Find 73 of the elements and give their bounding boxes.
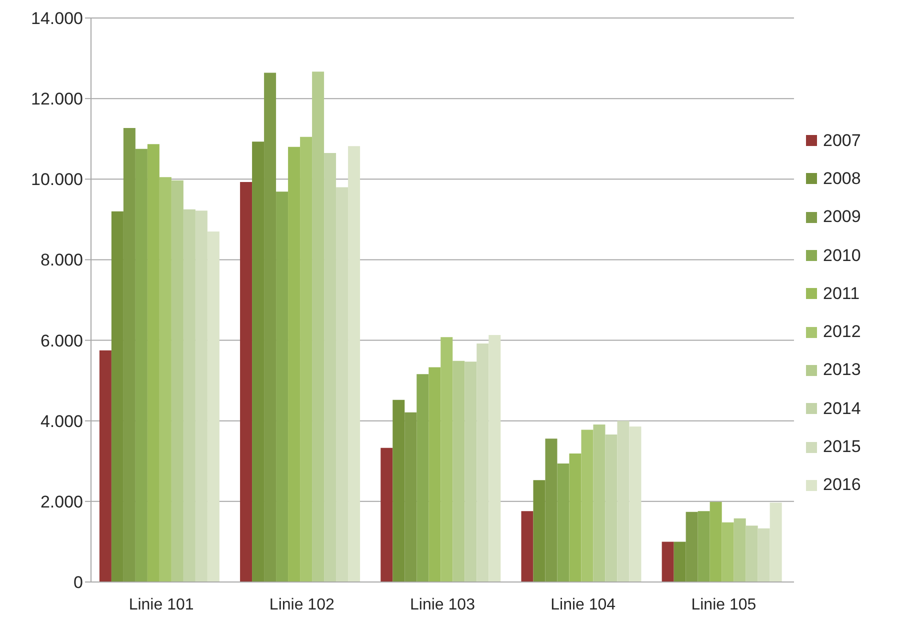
bar (135, 148, 148, 582)
bar (581, 430, 594, 582)
bar (324, 152, 336, 582)
y-tick-label: 14.000 (31, 9, 83, 28)
legend-label: 2015 (823, 437, 861, 458)
x-tick-label: Linie 104 (550, 596, 616, 614)
bar (392, 400, 405, 582)
bar (404, 412, 417, 582)
y-tick-label: 0 (74, 573, 83, 592)
bar (698, 511, 710, 582)
bar (770, 502, 782, 582)
bar (252, 142, 264, 582)
bar (264, 72, 276, 582)
bar (171, 180, 184, 582)
bar (629, 426, 642, 582)
bar (336, 187, 348, 582)
bar (605, 434, 618, 582)
y-tick-label: 8.000 (40, 250, 83, 270)
legend-label: 2014 (823, 398, 861, 419)
x-tick-label: Linie 103 (410, 596, 476, 614)
legend-label: 2012 (823, 322, 861, 342)
bar (300, 136, 312, 582)
y-tick-label: 4.000 (40, 412, 83, 431)
bar (569, 453, 582, 582)
legend-label: 2007 (823, 130, 861, 151)
y-tick-label: 6.000 (40, 331, 83, 350)
bar (348, 146, 360, 582)
bar (288, 146, 300, 582)
legend-label: 2011 (823, 284, 860, 304)
bar (111, 211, 124, 582)
bar (147, 144, 160, 582)
bar (545, 438, 558, 582)
bar (276, 192, 288, 582)
bar (428, 367, 441, 582)
bar (416, 374, 429, 582)
x-tick-label: Linie 102 (269, 596, 334, 614)
bar (758, 528, 770, 582)
bar (195, 210, 208, 582)
bar (746, 526, 758, 582)
bar (312, 72, 324, 582)
legend-label: 2013 (823, 360, 861, 380)
y-tick-label: 12.000 (31, 90, 83, 109)
legend-label: 2009 (823, 207, 861, 228)
bar (183, 209, 196, 582)
bar (533, 480, 546, 582)
bar (99, 350, 112, 582)
bar (452, 360, 465, 582)
bar (722, 522, 734, 582)
bar (710, 502, 722, 582)
bar (593, 424, 606, 582)
legend-label: 2008 (823, 168, 861, 189)
y-tick-label: 10.000 (31, 170, 83, 190)
bar (617, 420, 630, 582)
bar (476, 344, 489, 582)
bar (521, 511, 534, 582)
bar (557, 464, 570, 582)
y-tick-label: 2.000 (40, 492, 83, 512)
x-tick-label: Linie 101 (128, 596, 194, 614)
legend-label: 2016 (823, 475, 861, 496)
x-tick-label: Linie 105 (691, 596, 756, 614)
bar (464, 362, 477, 582)
bar (159, 177, 172, 582)
bar (662, 542, 674, 582)
bar (686, 512, 698, 582)
bar (440, 337, 453, 582)
bar (240, 182, 252, 582)
bar (488, 335, 501, 582)
legend-label: 2010 (823, 246, 861, 266)
bar (380, 448, 393, 582)
bar (123, 128, 136, 582)
bar (207, 232, 220, 582)
bar (734, 518, 746, 582)
bar (674, 542, 686, 582)
